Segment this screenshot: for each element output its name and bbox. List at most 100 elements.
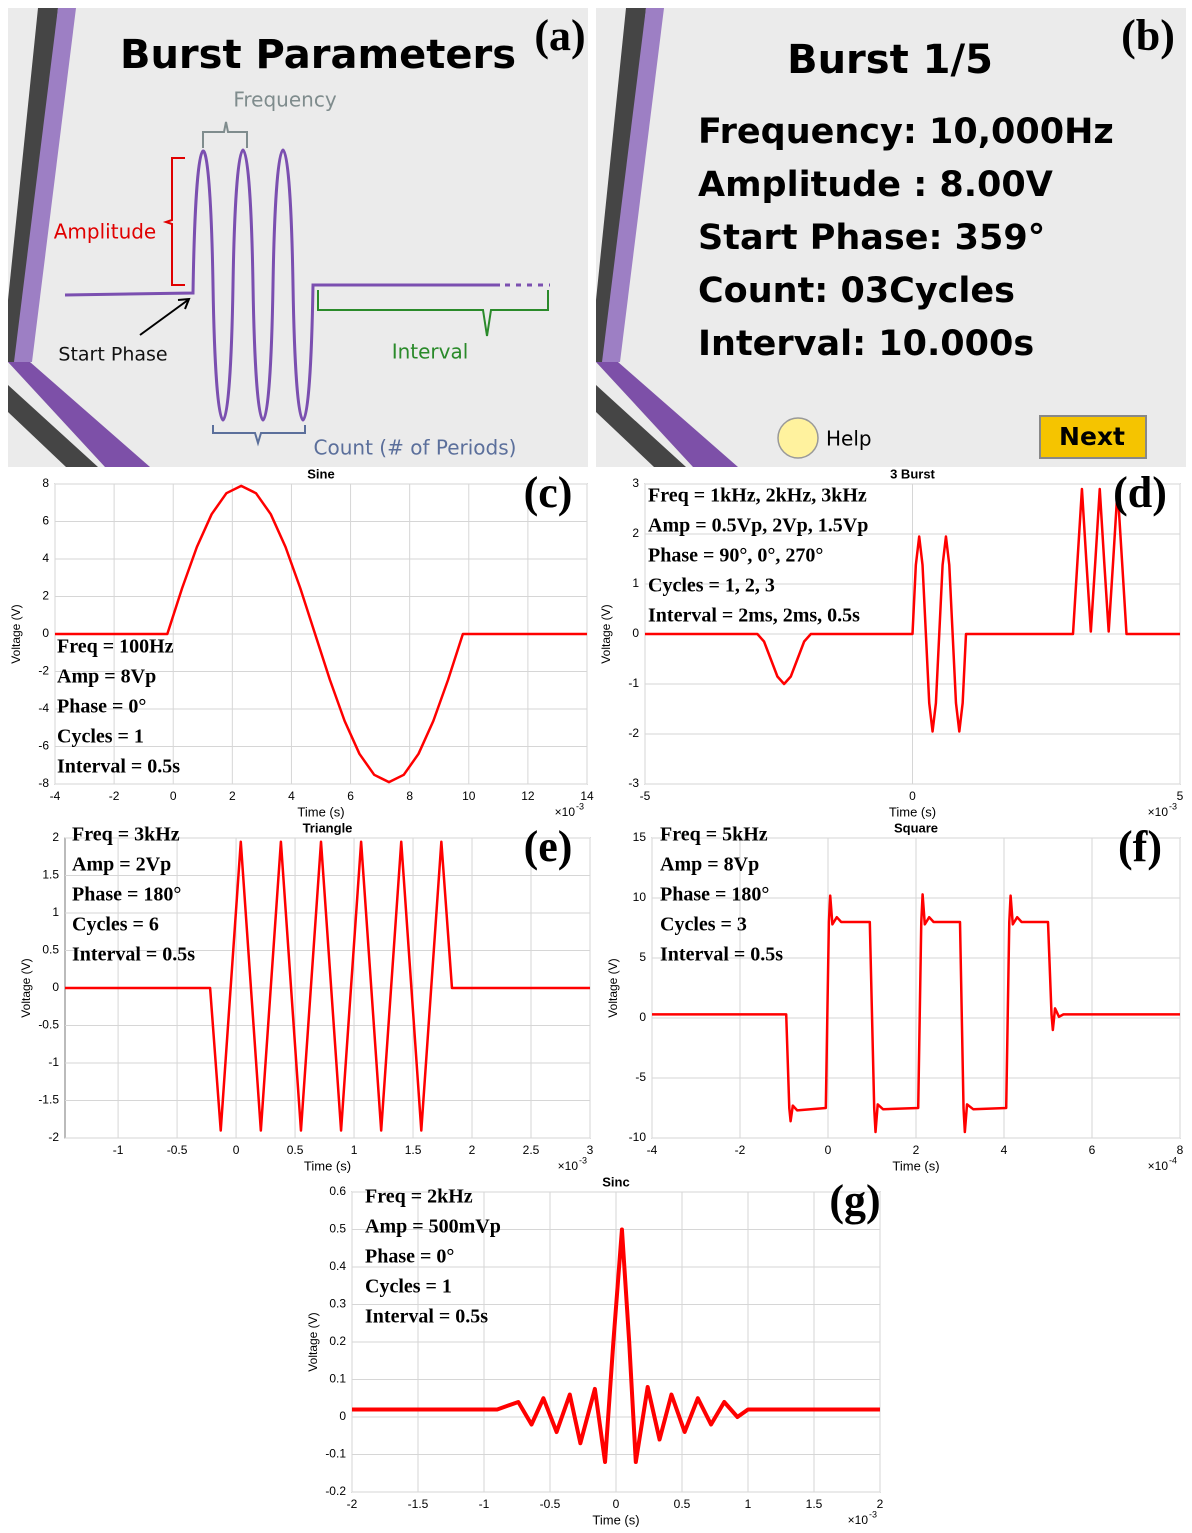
x-tick-label: 1 bbox=[351, 1143, 358, 1157]
y-tick-label: -2 bbox=[48, 1130, 59, 1144]
panel-title: Burst Parameters bbox=[120, 32, 516, 78]
y-tick-label: 2 bbox=[52, 830, 59, 844]
y-tick-label: -0.2 bbox=[325, 1484, 346, 1498]
y-axis-label: Voltage (V) bbox=[19, 958, 33, 1017]
x-tick-label: 0 bbox=[233, 1143, 240, 1157]
y-tick-label: -2 bbox=[38, 664, 49, 678]
annotation: Amp = 0.5Vp, 2Vp, 1.5Vp bbox=[648, 515, 868, 537]
y-tick-label: -0.5 bbox=[38, 1018, 59, 1032]
x-tick-label: 3 bbox=[587, 1143, 594, 1157]
panel-label: (g) bbox=[829, 1176, 880, 1225]
y-tick-label: -5 bbox=[635, 1070, 646, 1084]
y-tick-label: -3 bbox=[628, 776, 639, 790]
x-tick-label: -4 bbox=[50, 789, 61, 803]
annotation: Phase = 180° bbox=[72, 884, 181, 906]
x-tick-label: 2 bbox=[913, 1143, 920, 1157]
annotation: Cycles = 1 bbox=[57, 726, 144, 748]
x-multiplier: ×10 bbox=[1148, 1159, 1169, 1173]
x-tick-label: 1 bbox=[745, 1497, 752, 1511]
next-label[interactable]: Next bbox=[1059, 422, 1125, 451]
x-exponent: -3 bbox=[579, 1155, 587, 1165]
label-interval: Interval bbox=[392, 340, 469, 364]
x-multiplier: ×10 bbox=[558, 1159, 579, 1173]
setting-line: Interval: 10.000s bbox=[698, 324, 1034, 364]
annotation: Amp = 8Vp bbox=[660, 854, 759, 876]
label-frequency: Frequency bbox=[233, 88, 336, 112]
annotation: Freq = 1kHz, 2kHz, 3kHz bbox=[648, 485, 867, 507]
x-tick-label: -1 bbox=[113, 1143, 124, 1157]
x-axis-label: Time (s) bbox=[592, 1512, 639, 1527]
y-tick-label: 10 bbox=[633, 890, 647, 904]
y-tick-label: 0 bbox=[632, 626, 639, 640]
x-tick-label: 2.5 bbox=[523, 1143, 540, 1157]
annotation: Interval = 2ms, 2ms, 0.5s bbox=[648, 605, 860, 627]
x-exponent: -4 bbox=[1169, 1155, 1177, 1165]
x-exponent: -3 bbox=[869, 1509, 877, 1519]
setting-line: Count: 03Cycles bbox=[698, 271, 1015, 311]
y-tick-label: -1.5 bbox=[38, 1093, 59, 1107]
x-tick-label: -1 bbox=[479, 1497, 490, 1511]
x-tick-label: 6 bbox=[1089, 1143, 1096, 1157]
figure: Burst Parameters (a) Frequency Amplitude… bbox=[0, 0, 1192, 1533]
chart-title: 3 Burst bbox=[890, 466, 935, 481]
x-axis-label: Time (s) bbox=[297, 804, 344, 819]
annotation: Phase = 90°, 0°, 270° bbox=[648, 545, 823, 567]
x-tick-label: 1.5 bbox=[405, 1143, 422, 1157]
y-tick-label: 2 bbox=[632, 526, 639, 540]
help-button[interactable] bbox=[778, 418, 818, 458]
chart-title: Square bbox=[894, 820, 938, 835]
y-tick-label: 0.1 bbox=[329, 1372, 346, 1386]
y-tick-label: 6 bbox=[42, 514, 49, 528]
y-tick-label: 3 bbox=[632, 476, 639, 490]
y-tick-label: 0.4 bbox=[329, 1259, 346, 1273]
y-tick-label: 5 bbox=[639, 950, 646, 964]
y-tick-label: 8 bbox=[42, 476, 49, 490]
annotation: Cycles = 1, 2, 3 bbox=[648, 575, 775, 597]
annotation: Amp = 2Vp bbox=[72, 854, 171, 876]
annotation: Freq = 100Hz bbox=[57, 636, 174, 658]
x-tick-label: -2 bbox=[109, 789, 120, 803]
panel-label: (a) bbox=[534, 11, 585, 60]
chart: -2-1.5-1-0.500.511.52-1-0.500.511.522.53… bbox=[19, 820, 593, 1173]
help-label[interactable]: Help bbox=[826, 427, 872, 451]
setting-line: Start Phase: 359° bbox=[698, 218, 1045, 258]
y-tick-label: 4 bbox=[42, 551, 49, 565]
y-tick-label: -8 bbox=[38, 776, 49, 790]
x-tick-label: 2 bbox=[877, 1497, 884, 1511]
y-tick-label: 0 bbox=[339, 1409, 346, 1423]
y-tick-label: -1 bbox=[628, 676, 639, 690]
x-tick-label: 0.5 bbox=[674, 1497, 691, 1511]
y-tick-label: -4 bbox=[38, 701, 49, 715]
panel-label: (b) bbox=[1121, 11, 1175, 60]
x-tick-label: -2 bbox=[347, 1497, 358, 1511]
x-tick-label: 4 bbox=[1001, 1143, 1008, 1157]
chart: -0.2-0.100.10.20.30.40.50.6-2-1.5-1-0.50… bbox=[306, 1174, 883, 1527]
x-tick-label: 0 bbox=[613, 1497, 620, 1511]
x-tick-label: -0.5 bbox=[540, 1497, 561, 1511]
x-tick-label: 8 bbox=[1177, 1143, 1184, 1157]
x-tick-label: 1.5 bbox=[806, 1497, 823, 1511]
annotation: Freq = 2kHz bbox=[365, 1186, 473, 1208]
chart-title: Sine bbox=[307, 466, 334, 481]
x-axis-label: Time (s) bbox=[304, 1158, 351, 1173]
y-tick-label: 0.5 bbox=[329, 1222, 346, 1236]
panel-label: (f) bbox=[1118, 822, 1162, 871]
annotation: Interval = 0.5s bbox=[72, 944, 195, 966]
label-start-phase: Start Phase bbox=[58, 344, 167, 366]
x-multiplier: ×10 bbox=[1148, 805, 1169, 819]
x-tick-label: 0 bbox=[909, 789, 916, 803]
y-axis-label: Voltage (V) bbox=[306, 1312, 320, 1371]
annotation: Amp = 500mVp bbox=[365, 1216, 501, 1238]
x-tick-label: 0 bbox=[170, 789, 177, 803]
chart-title: Triangle bbox=[303, 820, 353, 835]
annotation: Phase = 0° bbox=[57, 696, 146, 718]
x-tick-label: 5 bbox=[1177, 789, 1184, 803]
y-tick-label: -0.1 bbox=[325, 1447, 346, 1461]
setting-line: Frequency: 10,000Hz bbox=[698, 112, 1114, 152]
y-axis-label: Voltage (V) bbox=[9, 604, 23, 663]
panel-a: Burst Parameters (a) Frequency Amplitude… bbox=[8, 8, 588, 467]
y-tick-label: 2 bbox=[42, 589, 49, 603]
x-tick-label: -5 bbox=[640, 789, 651, 803]
y-tick-label: -1 bbox=[48, 1055, 59, 1069]
